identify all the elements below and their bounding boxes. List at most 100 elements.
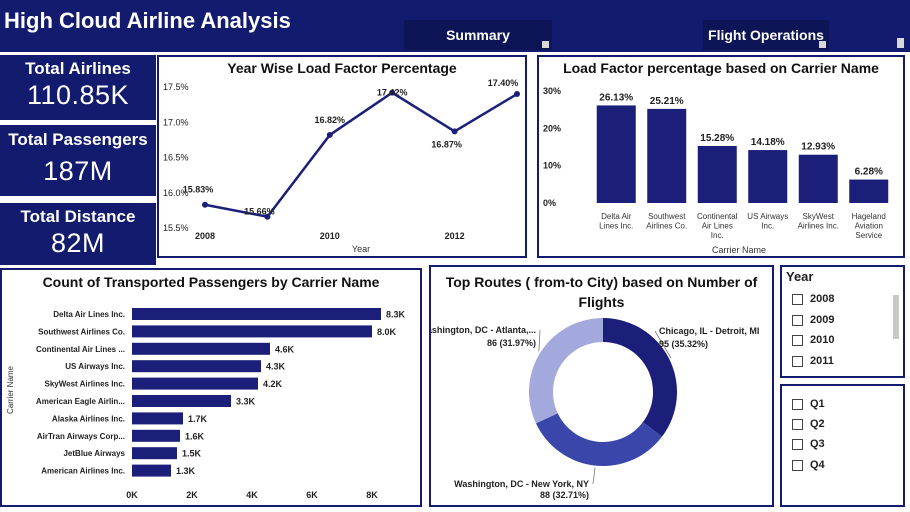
y-tick-label: Continental Air Lines ... — [36, 345, 125, 354]
checkbox[interactable] — [792, 459, 803, 471]
data-label: 8.3K — [386, 310, 406, 320]
passengers-by-carrier-panel: Count of Transported Passengers by Carri… — [0, 268, 422, 507]
checkbox[interactable] — [792, 355, 803, 367]
y-tick-label: SkyWest Airlines Inc. — [45, 380, 125, 389]
x-tick-label: 6K — [306, 490, 318, 500]
y-tick-label: American Airlines Inc. — [41, 467, 125, 476]
kpi-total-distance: Total Distance 82M — [0, 203, 156, 265]
data-label: 15.28% — [700, 133, 734, 144]
data-label: 8.0K — [377, 327, 397, 337]
y-tick-label: Southwest Airlines Co. — [38, 327, 125, 336]
corner-marker — [897, 38, 904, 48]
slicer-item-q3[interactable]: Q3 — [792, 438, 825, 450]
x-tick-label: 2K — [186, 490, 198, 500]
nav-flight-operations-button[interactable]: Flight Operations — [703, 20, 829, 50]
checkbox[interactable] — [792, 314, 803, 326]
chart-title: Year Wise Load Factor Percentage — [227, 60, 457, 76]
slicer-item-2009[interactable]: 2009 — [792, 314, 834, 326]
y-axis-label: Carrier Name — [6, 365, 15, 414]
chart-title: Top Routes ( from-to City) based on Numb… — [445, 274, 758, 310]
y-tick-label: JetBlue Airways — [63, 449, 125, 458]
slicer-item-label: 2011 — [810, 355, 834, 367]
kpi-value: 187M — [43, 156, 113, 186]
x-tick-label: 2010 — [320, 231, 340, 241]
nav-summary-label: Summary — [446, 27, 510, 43]
slicer-item-q2[interactable]: Q2 — [792, 418, 825, 430]
data-label: 1.6K — [185, 431, 205, 441]
kpi-label: Total Airlines — [25, 59, 131, 78]
bar — [132, 395, 231, 407]
checkbox[interactable] — [792, 438, 803, 450]
bar — [132, 342, 270, 355]
x-tick-label: 4K — [246, 490, 258, 500]
bar — [132, 308, 381, 320]
x-tick-label: SkyWest Airlines Inc. — [798, 212, 839, 231]
kpi-total-airlines: Total Airlines 110.85K — [0, 55, 156, 120]
data-label: 14.18% — [751, 137, 785, 148]
donut-slice — [603, 318, 677, 437]
x-tick-label: 8K — [366, 490, 378, 500]
slicer-item-q1[interactable]: Q1 — [792, 398, 825, 410]
slice-label: Chicago, IL - Detroit, MI — [659, 326, 759, 336]
x-tick-label: Hageland Aviation Service — [852, 212, 886, 240]
slicer-item-label: 2010 — [810, 334, 835, 346]
data-point — [451, 128, 458, 135]
bar — [132, 464, 171, 477]
data-point — [389, 89, 396, 96]
chart-title: Load Factor percentage based on Carrier … — [563, 60, 879, 76]
column-chart: 0% 10% 20% 30% 26.13% Delta Air Lines Inc. 25.2… — [543, 86, 889, 255]
y-tick-label: American Eagle Airlin... — [36, 397, 125, 406]
y-tick-label: 10% — [543, 161, 561, 171]
bar — [132, 325, 372, 338]
y-tick-label: 20% — [543, 123, 561, 133]
x-tick-label: 2008 — [195, 231, 215, 241]
bar — [697, 145, 737, 203]
data-point — [202, 201, 208, 208]
nav-summary-button[interactable]: Summary — [404, 20, 552, 50]
slicer-item-2008[interactable]: 2008 — [792, 293, 834, 305]
checkbox[interactable] — [792, 334, 803, 346]
x-tick-label: Continental Air Lines Inc. — [697, 212, 738, 240]
kpi-value: 110.85K — [26, 80, 130, 110]
chart-title: Count of Transported Passengers by Carri… — [42, 274, 380, 290]
x-axis-label: Year — [352, 244, 370, 254]
slicer-scrollbar[interactable] — [893, 295, 899, 339]
kpi-label: Total Distance — [20, 207, 136, 226]
data-point — [514, 91, 520, 98]
slicer-item-label: Q4 — [810, 459, 825, 471]
bar — [132, 360, 261, 373]
data-label: 4.2K — [263, 379, 283, 389]
data-label: 17.40% — [488, 78, 519, 88]
y-tick-label: US Airways Inc. — [65, 362, 125, 371]
data-point — [326, 131, 333, 138]
data-label: 26.13% — [599, 92, 633, 103]
y-tick-label: 16.0% — [163, 188, 189, 198]
kpi-total-passengers: Total Passengers 187M — [0, 125, 156, 196]
data-label: 4.6K — [275, 344, 295, 354]
checkbox[interactable] — [792, 293, 803, 305]
bar — [798, 154, 838, 203]
slice-label: Washington, DC - Atlanta,... — [431, 325, 536, 335]
data-label: 4.3K — [266, 362, 286, 372]
bar — [596, 105, 636, 203]
checkbox[interactable] — [792, 418, 803, 430]
data-label: 25.21% — [650, 96, 684, 107]
bar — [132, 447, 177, 460]
checkbox[interactable] — [792, 398, 803, 410]
x-tick-label: 2012 — [445, 231, 465, 241]
slicer-item-q4[interactable]: Q4 — [792, 459, 825, 471]
slicer-item-2010[interactable]: 2010 — [792, 334, 834, 346]
carrier-load-factor-panel: Load Factor percentage based on Carrier … — [537, 55, 905, 258]
bar-chart: Delta Air Lines Inc. 8.3K Southwest Airlin… — [6, 308, 406, 500]
kpi-label: Total Passengers — [8, 130, 148, 149]
slicer-item-2011[interactable]: 2011 — [792, 355, 834, 367]
data-label: 16.87% — [431, 139, 462, 149]
leader-line — [654, 330, 672, 359]
quarter-slicer: Q1 Q2 Q3 Q4 — [780, 384, 905, 507]
data-label: 1.5K — [182, 449, 202, 459]
corner-marker — [542, 41, 549, 48]
slice-value: 88 (32.71%) — [540, 490, 589, 500]
data-label: 16.82% — [315, 115, 346, 125]
y-tick-label: 16.5% — [163, 153, 189, 163]
slicer-item-label: 2008 — [810, 293, 835, 305]
